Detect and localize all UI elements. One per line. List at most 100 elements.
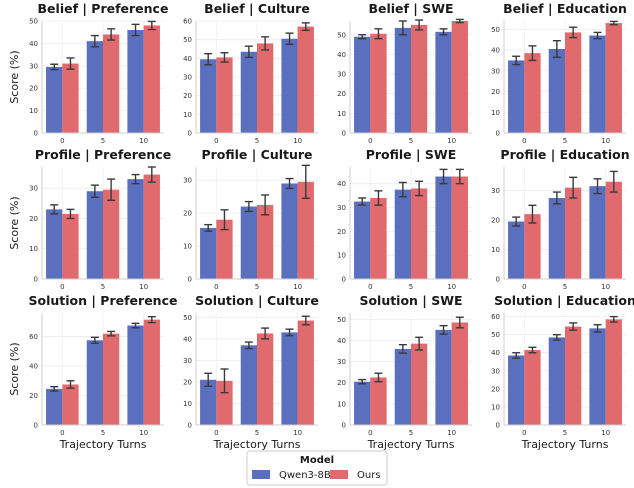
error-bar: [439, 168, 448, 185]
error-bar: [593, 31, 602, 40]
error-bar: [107, 178, 116, 201]
bar-ours-5: [103, 189, 120, 279]
bar-ours-10: [143, 25, 160, 134]
panel-5: 0 10 20 30 Profile | Preference 0 5 10 Score (%): [8, 147, 171, 291]
bar-ours-5: [257, 43, 274, 133]
error-bar: [358, 197, 367, 206]
y-tick-label: 30: [337, 71, 346, 79]
x-tick-label: 5: [563, 137, 567, 145]
y-tick-label: 30: [29, 185, 38, 193]
x-tick-label: 10: [293, 283, 302, 291]
error-bar: [147, 20, 156, 31]
legend-label: Qwen3-8B: [279, 470, 331, 481]
x-tick-label: 5: [409, 137, 413, 145]
x-tick-label: 10: [601, 137, 610, 145]
y-tick-label: 60: [491, 313, 500, 321]
panel-title: Belief | Education: [503, 1, 627, 16]
panel-title: Profile | Culture: [201, 147, 312, 162]
bar-qwen3-8b-10: [589, 328, 606, 425]
y-tick-label: 10: [183, 400, 192, 408]
error-bar: [455, 168, 464, 185]
error-bar: [220, 52, 229, 63]
error-bar: [512, 55, 521, 66]
y-tick-label: 30: [183, 177, 192, 185]
x-axis-label: Trajectory Turns: [367, 438, 455, 451]
bar-ours-5: [411, 188, 428, 279]
x-tick-label: 0: [522, 429, 526, 437]
error-bar: [415, 336, 424, 351]
error-bar: [301, 22, 310, 32]
bar-ours-5: [565, 32, 582, 133]
y-tick-label: 50: [337, 31, 346, 39]
error-bar: [301, 315, 310, 326]
bar-qwen3-8b-10: [435, 329, 452, 425]
y-tick-label: 40: [337, 337, 346, 345]
bar-ours-0: [216, 380, 233, 425]
y-tick-label: 20: [29, 85, 38, 93]
error-bar: [569, 26, 578, 39]
y-tick-label: 0: [496, 422, 500, 430]
error-bar: [204, 223, 213, 232]
y-tick-label: 0: [188, 130, 192, 138]
bar-ours-10: [451, 322, 468, 425]
y-tick-label: 30: [337, 204, 346, 212]
error-bar: [147, 315, 156, 324]
y-tick-label: 40: [491, 349, 500, 357]
panel-title: Belief | Culture: [204, 1, 310, 16]
error-bar: [261, 194, 270, 216]
y-tick-label: 20: [183, 378, 192, 386]
y-tick-label: 50: [183, 314, 192, 322]
error-bar: [90, 34, 99, 48]
x-tick-label: 5: [101, 137, 105, 145]
panel-8: 0 10 20 30 Profile | Education 0 5 10: [491, 147, 630, 291]
bar-ours-5: [257, 204, 274, 279]
panel-4: 0 10 20 30 40 50 Belief | Education 0 5 10: [491, 1, 627, 145]
bar-qwen3-8b-5: [240, 206, 257, 279]
x-tick-label: 10: [293, 137, 302, 145]
error-bar: [569, 176, 578, 199]
bar-ours-0: [62, 63, 79, 134]
x-axis-label: Trajectory Turns: [59, 438, 147, 451]
y-tick-label: 50: [337, 316, 346, 324]
y-tick-label: 0: [34, 130, 38, 138]
error-bar: [569, 322, 578, 331]
bar-qwen3-8b-0: [46, 388, 63, 425]
error-bar: [220, 209, 229, 231]
y-axis-label: Score (%): [8, 50, 21, 103]
bar-ours-0: [370, 33, 387, 134]
x-tick-label: 10: [601, 429, 610, 437]
bar-qwen3-8b-10: [127, 325, 144, 425]
y-tick-label: 20: [29, 215, 38, 223]
y-tick-label: 10: [337, 252, 346, 260]
y-tick-label: 10: [183, 111, 192, 119]
y-tick-label: 20: [491, 88, 500, 96]
error-bar: [107, 28, 116, 41]
x-tick-label: 10: [447, 283, 456, 291]
y-tick-label: 10: [29, 245, 38, 253]
bar-qwen3-8b-0: [46, 209, 63, 279]
y-tick-label: 20: [183, 92, 192, 100]
error-bar: [552, 333, 561, 341]
error-bar: [609, 170, 618, 193]
y-tick-label: 20: [491, 217, 500, 225]
error-bar: [552, 40, 561, 58]
bar-ours-10: [451, 176, 468, 279]
error-bar: [455, 18, 464, 24]
bar-ours-5: [565, 187, 582, 279]
bar-ours-0: [524, 350, 541, 425]
y-tick-label: 0: [34, 422, 38, 430]
error-bar: [244, 45, 253, 59]
x-tick-label: 10: [293, 429, 302, 437]
error-bar: [439, 324, 448, 335]
bar-ours-10: [297, 181, 314, 279]
bar-qwen3-8b-10: [435, 31, 452, 133]
bar-qwen3-8b-10: [127, 29, 144, 133]
bar-qwen3-8b-5: [548, 337, 565, 425]
x-tick-label: 5: [563, 429, 567, 437]
panel-2: 0 10 20 30 40 50 60 Belief | Culture 0 5 10: [183, 1, 318, 145]
bar-ours-0: [524, 214, 541, 279]
x-tick-label: 5: [409, 283, 413, 291]
error-bar: [244, 341, 253, 350]
